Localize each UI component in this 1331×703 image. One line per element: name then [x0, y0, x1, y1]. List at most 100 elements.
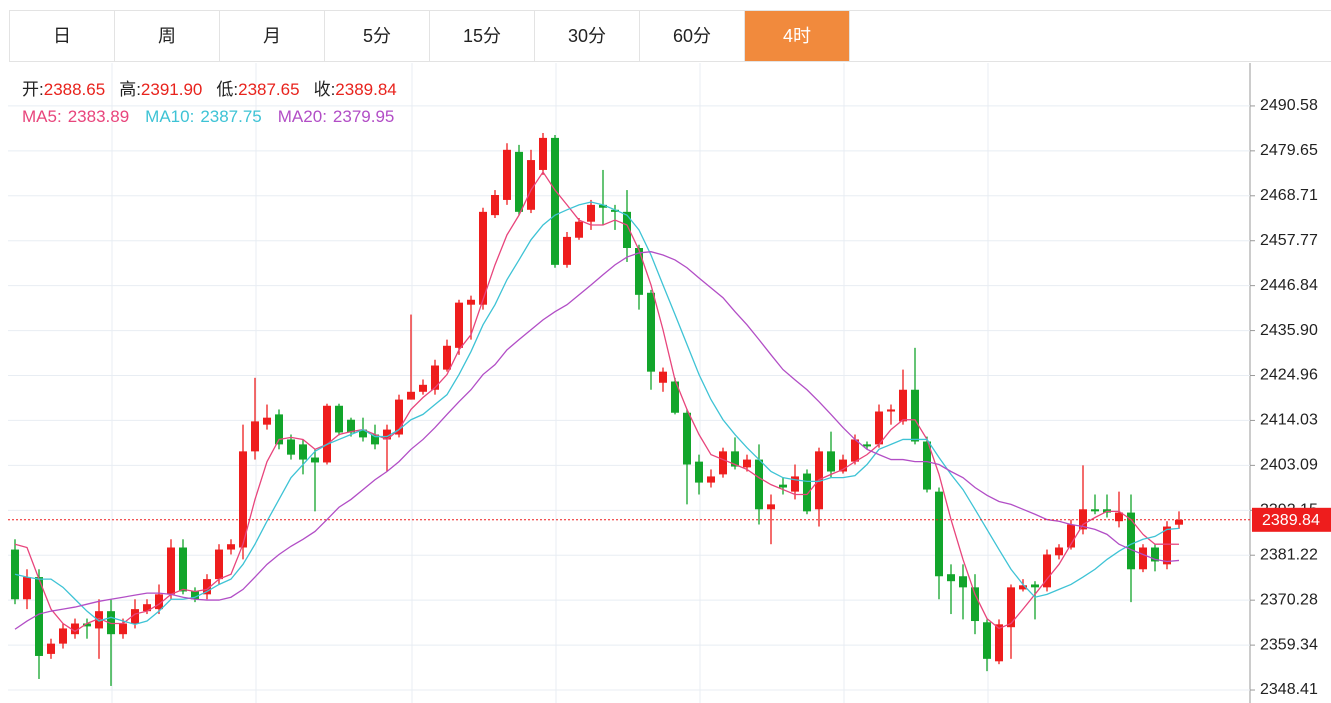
candle-body [263, 417, 271, 425]
period-tab[interactable]: 周 [115, 11, 220, 61]
ma-line [14, 251, 1180, 630]
candle-body [479, 211, 487, 305]
candle-body [1019, 585, 1027, 590]
y-tick-label: 2424.96 [1260, 367, 1318, 384]
candle-body [1091, 509, 1099, 512]
period-tab[interactable]: 30分 [535, 11, 640, 61]
candle-body [683, 412, 691, 465]
candle-body [899, 389, 907, 422]
info-label: 收 [313, 80, 331, 99]
candle-body [191, 591, 199, 600]
candle-body [119, 623, 127, 635]
candle-body [551, 137, 559, 265]
candle-body [1079, 509, 1087, 530]
period-tab[interactable]: 15分 [430, 11, 535, 61]
info-value: 2387.65 [238, 80, 300, 99]
candle-body [47, 643, 55, 654]
separator: : [56, 107, 62, 126]
candle-body [587, 204, 595, 222]
y-tick-label: 2414.03 [1260, 412, 1318, 429]
info-value: 2388.65 [43, 80, 106, 99]
candle-body [179, 547, 187, 592]
candle-body [887, 409, 895, 412]
candle-body [1007, 587, 1015, 628]
candle-body [323, 405, 331, 463]
candle-body [779, 484, 787, 488]
candle-body [647, 292, 655, 372]
candle-body [59, 628, 67, 644]
candle-body [839, 459, 847, 472]
candle-body [851, 439, 859, 462]
candle-body [575, 221, 583, 238]
period-tab[interactable]: 月 [220, 11, 325, 61]
candle-body [863, 444, 871, 447]
separator: : [189, 107, 195, 126]
candle-body [107, 611, 115, 635]
candle-body [659, 371, 667, 383]
period-tabs: 日周月 5分 15分 30分 60分 4时 [9, 10, 1331, 62]
grid [8, 105, 1250, 691]
candle-body [971, 587, 979, 622]
candle-body [23, 577, 31, 600]
candle-body [515, 151, 523, 212]
candle-body [1139, 547, 1147, 570]
ma-line [14, 170, 1180, 633]
separator: : [330, 80, 336, 99]
candle-body [791, 476, 799, 492]
candle-body [743, 459, 751, 468]
candle-body [347, 419, 355, 433]
candle-body [707, 476, 715, 483]
candle-body [1043, 554, 1051, 588]
candle-body [671, 381, 679, 413]
candle-body [503, 149, 511, 200]
ma-line [14, 201, 1180, 625]
info-label: 高 [119, 80, 137, 99]
period-tab[interactable]: 日 [10, 11, 115, 61]
candle-body [167, 547, 175, 595]
period-tab[interactable]: 5分 [325, 11, 430, 61]
candle-body [491, 195, 499, 216]
candle-body [695, 461, 703, 483]
info-label: 低 [216, 80, 234, 99]
candle-body [827, 451, 835, 472]
candle-body [287, 439, 295, 455]
candle-body [227, 544, 235, 550]
y-tick-label: 2479.65 [1260, 142, 1318, 159]
candle-body [335, 405, 343, 433]
candle-body [803, 473, 811, 512]
candle-body [455, 302, 463, 348]
y-tick-label: 2457.77 [1260, 232, 1318, 249]
candle-body [143, 604, 151, 612]
candle-body [83, 623, 91, 627]
candle-body [755, 459, 763, 510]
y-tick-label: 2381.22 [1260, 546, 1318, 563]
y-tick-label: 2359.34 [1260, 636, 1318, 653]
candle-body [599, 204, 607, 208]
candle-body [1175, 519, 1183, 525]
legend-value: 2387.75 [200, 107, 262, 126]
candle-body [1115, 512, 1123, 522]
y-tick-label: 2403.09 [1260, 457, 1318, 474]
period-tab[interactable]: 4时 [745, 11, 850, 61]
candle-body [251, 421, 259, 452]
separator: : [136, 80, 141, 99]
candle-body [419, 384, 427, 392]
candle-body [1163, 526, 1171, 565]
candle-body [527, 160, 535, 210]
candle-body [1067, 524, 1075, 548]
separator: : [322, 107, 327, 126]
candle-body [71, 623, 79, 635]
candle-body [467, 299, 475, 305]
candle-body [947, 574, 955, 582]
legend-name: MA10 [145, 107, 190, 126]
period-tab[interactable]: 60分 [640, 11, 745, 61]
info-panel: 开:2388.65 高:2391.90 低:2387.65 收:2389.84 MA5… [22, 76, 411, 130]
y-tick-label: 2490.58 [1260, 97, 1318, 114]
candle-body [395, 399, 403, 435]
candle-body [203, 579, 211, 595]
candle-body [875, 411, 883, 445]
y-tick-label: 2435.90 [1260, 322, 1318, 339]
ohlc-info: 开:2388.65 高:2391.90 低:2387.65 收:2389.84 [22, 76, 411, 103]
candle-body [1031, 584, 1039, 588]
